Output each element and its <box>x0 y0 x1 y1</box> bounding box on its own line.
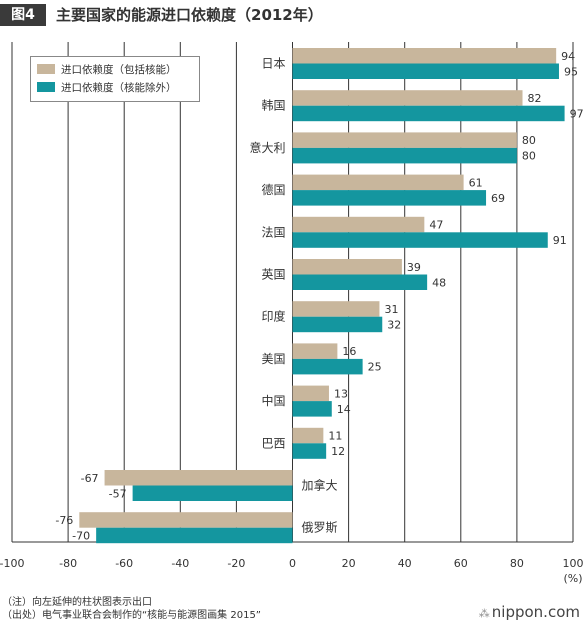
data-label: 80 <box>522 150 536 163</box>
bar <box>292 401 332 417</box>
figure-badge: 图4 <box>0 4 46 26</box>
bar <box>292 48 557 64</box>
legend-item-without-nuclear: 进口依赖度（核能除外） <box>37 81 177 95</box>
chart-title: 主要国家的能源进口依赖度（2012年） <box>56 6 323 24</box>
bar <box>292 274 428 290</box>
data-label: 97 <box>570 107 584 120</box>
legend-swatch-with-nuclear <box>37 64 55 74</box>
legend-label-without-nuclear: 进口依赖度（核能除外） <box>61 82 177 94</box>
bar <box>292 301 380 317</box>
category-label: 法国 <box>261 225 285 239</box>
data-label: 25 <box>368 361 382 374</box>
data-label: 47 <box>429 219 443 232</box>
nippon-logo: ⁂ nippon.com <box>479 603 580 621</box>
category-label: 美国 <box>261 352 285 366</box>
bar <box>292 343 338 359</box>
category-label: 日本 <box>261 57 285 71</box>
data-label: 13 <box>334 387 348 400</box>
bar <box>292 358 363 375</box>
data-label: 48 <box>432 276 446 289</box>
category-label: 加拿大 <box>302 478 338 493</box>
bar <box>96 527 293 544</box>
data-label: 39 <box>407 261 421 274</box>
legend-swatch-without-nuclear <box>37 82 55 92</box>
data-label: 14 <box>337 403 351 416</box>
category-label: 英国 <box>261 268 285 282</box>
bar <box>132 485 293 501</box>
source-text: （出处）电气事业联合会制作的“核能与能源图画集 2015” <box>2 610 261 621</box>
data-label: 16 <box>342 345 356 358</box>
category-label: 巴西 <box>261 436 285 450</box>
data-label: 32 <box>387 318 401 331</box>
legend-item-with-nuclear: 进口依赖度（包括核能） <box>37 63 177 77</box>
figure-header: 图4 主要国家的能源进口依赖度（2012年） <box>0 0 584 30</box>
category-label: 印度 <box>261 309 285 324</box>
data-label: -70 <box>72 529 90 542</box>
x-axis-unit: (%) <box>563 572 582 585</box>
legend: 进口依赖度（包括核能） 进口依赖度（核能除外） <box>30 56 200 102</box>
x-tick-label: -100 <box>0 557 24 570</box>
data-label: 82 <box>528 92 542 105</box>
bar <box>79 512 293 528</box>
data-label: 69 <box>491 192 505 205</box>
data-label: 12 <box>331 445 345 458</box>
bar <box>292 232 548 248</box>
bar <box>292 216 425 233</box>
bar <box>292 90 523 106</box>
x-tick-label: -60 <box>115 557 133 570</box>
data-label: 31 <box>384 303 398 316</box>
bar <box>292 174 464 191</box>
bar <box>292 316 383 333</box>
bar <box>292 385 329 402</box>
x-tick-label: -20 <box>227 557 245 570</box>
x-tick-label: 80 <box>510 557 524 570</box>
bar <box>292 443 327 459</box>
bar <box>104 470 293 486</box>
bar <box>292 105 565 122</box>
data-label: 11 <box>328 430 342 443</box>
bar <box>292 427 324 444</box>
data-label: 91 <box>553 234 567 247</box>
bar-chart: -100 -80 -60 -40 -20 0 20 40 60 80 100 (%) 94 95 日本 82 9… <box>0 42 584 585</box>
category-label: 中国 <box>261 393 285 408</box>
data-label: -67 <box>81 472 99 485</box>
bar <box>292 259 402 275</box>
category-label: 韩国 <box>261 98 285 113</box>
footnotes: （注）向左延伸的柱状图表示出口 （出处）电气事业联合会制作的“核能与能源图画集 … <box>2 596 261 622</box>
x-tick-label: 40 <box>398 557 412 570</box>
bar <box>292 132 517 148</box>
bar <box>292 190 487 206</box>
data-label: 80 <box>522 134 536 147</box>
legend-label-with-nuclear: 进口依赖度（包括核能） <box>61 64 177 76</box>
data-label: 61 <box>469 176 483 189</box>
data-label: 94 <box>561 50 575 63</box>
bar <box>292 147 517 164</box>
data-label: 95 <box>564 65 578 78</box>
category-label: 意大利 <box>249 140 285 155</box>
data-label: -57 <box>109 487 127 500</box>
bar <box>292 63 559 79</box>
category-label: 德国 <box>261 182 285 197</box>
logo-mark-icon: ⁂ <box>478 607 490 620</box>
x-tick-label: -40 <box>171 557 189 570</box>
x-tick-label: 0 <box>289 557 296 570</box>
note-text: （注）向左延伸的柱状图表示出口 <box>2 597 152 608</box>
x-tick-label: 20 <box>342 557 356 570</box>
x-tick-label: -80 <box>59 557 77 570</box>
category-label: 俄罗斯 <box>302 521 338 535</box>
x-tick-label: 100 <box>563 557 584 570</box>
data-label: -76 <box>55 514 73 527</box>
logo-text: nippon.com <box>491 603 580 621</box>
x-tick-label: 60 <box>454 557 468 570</box>
